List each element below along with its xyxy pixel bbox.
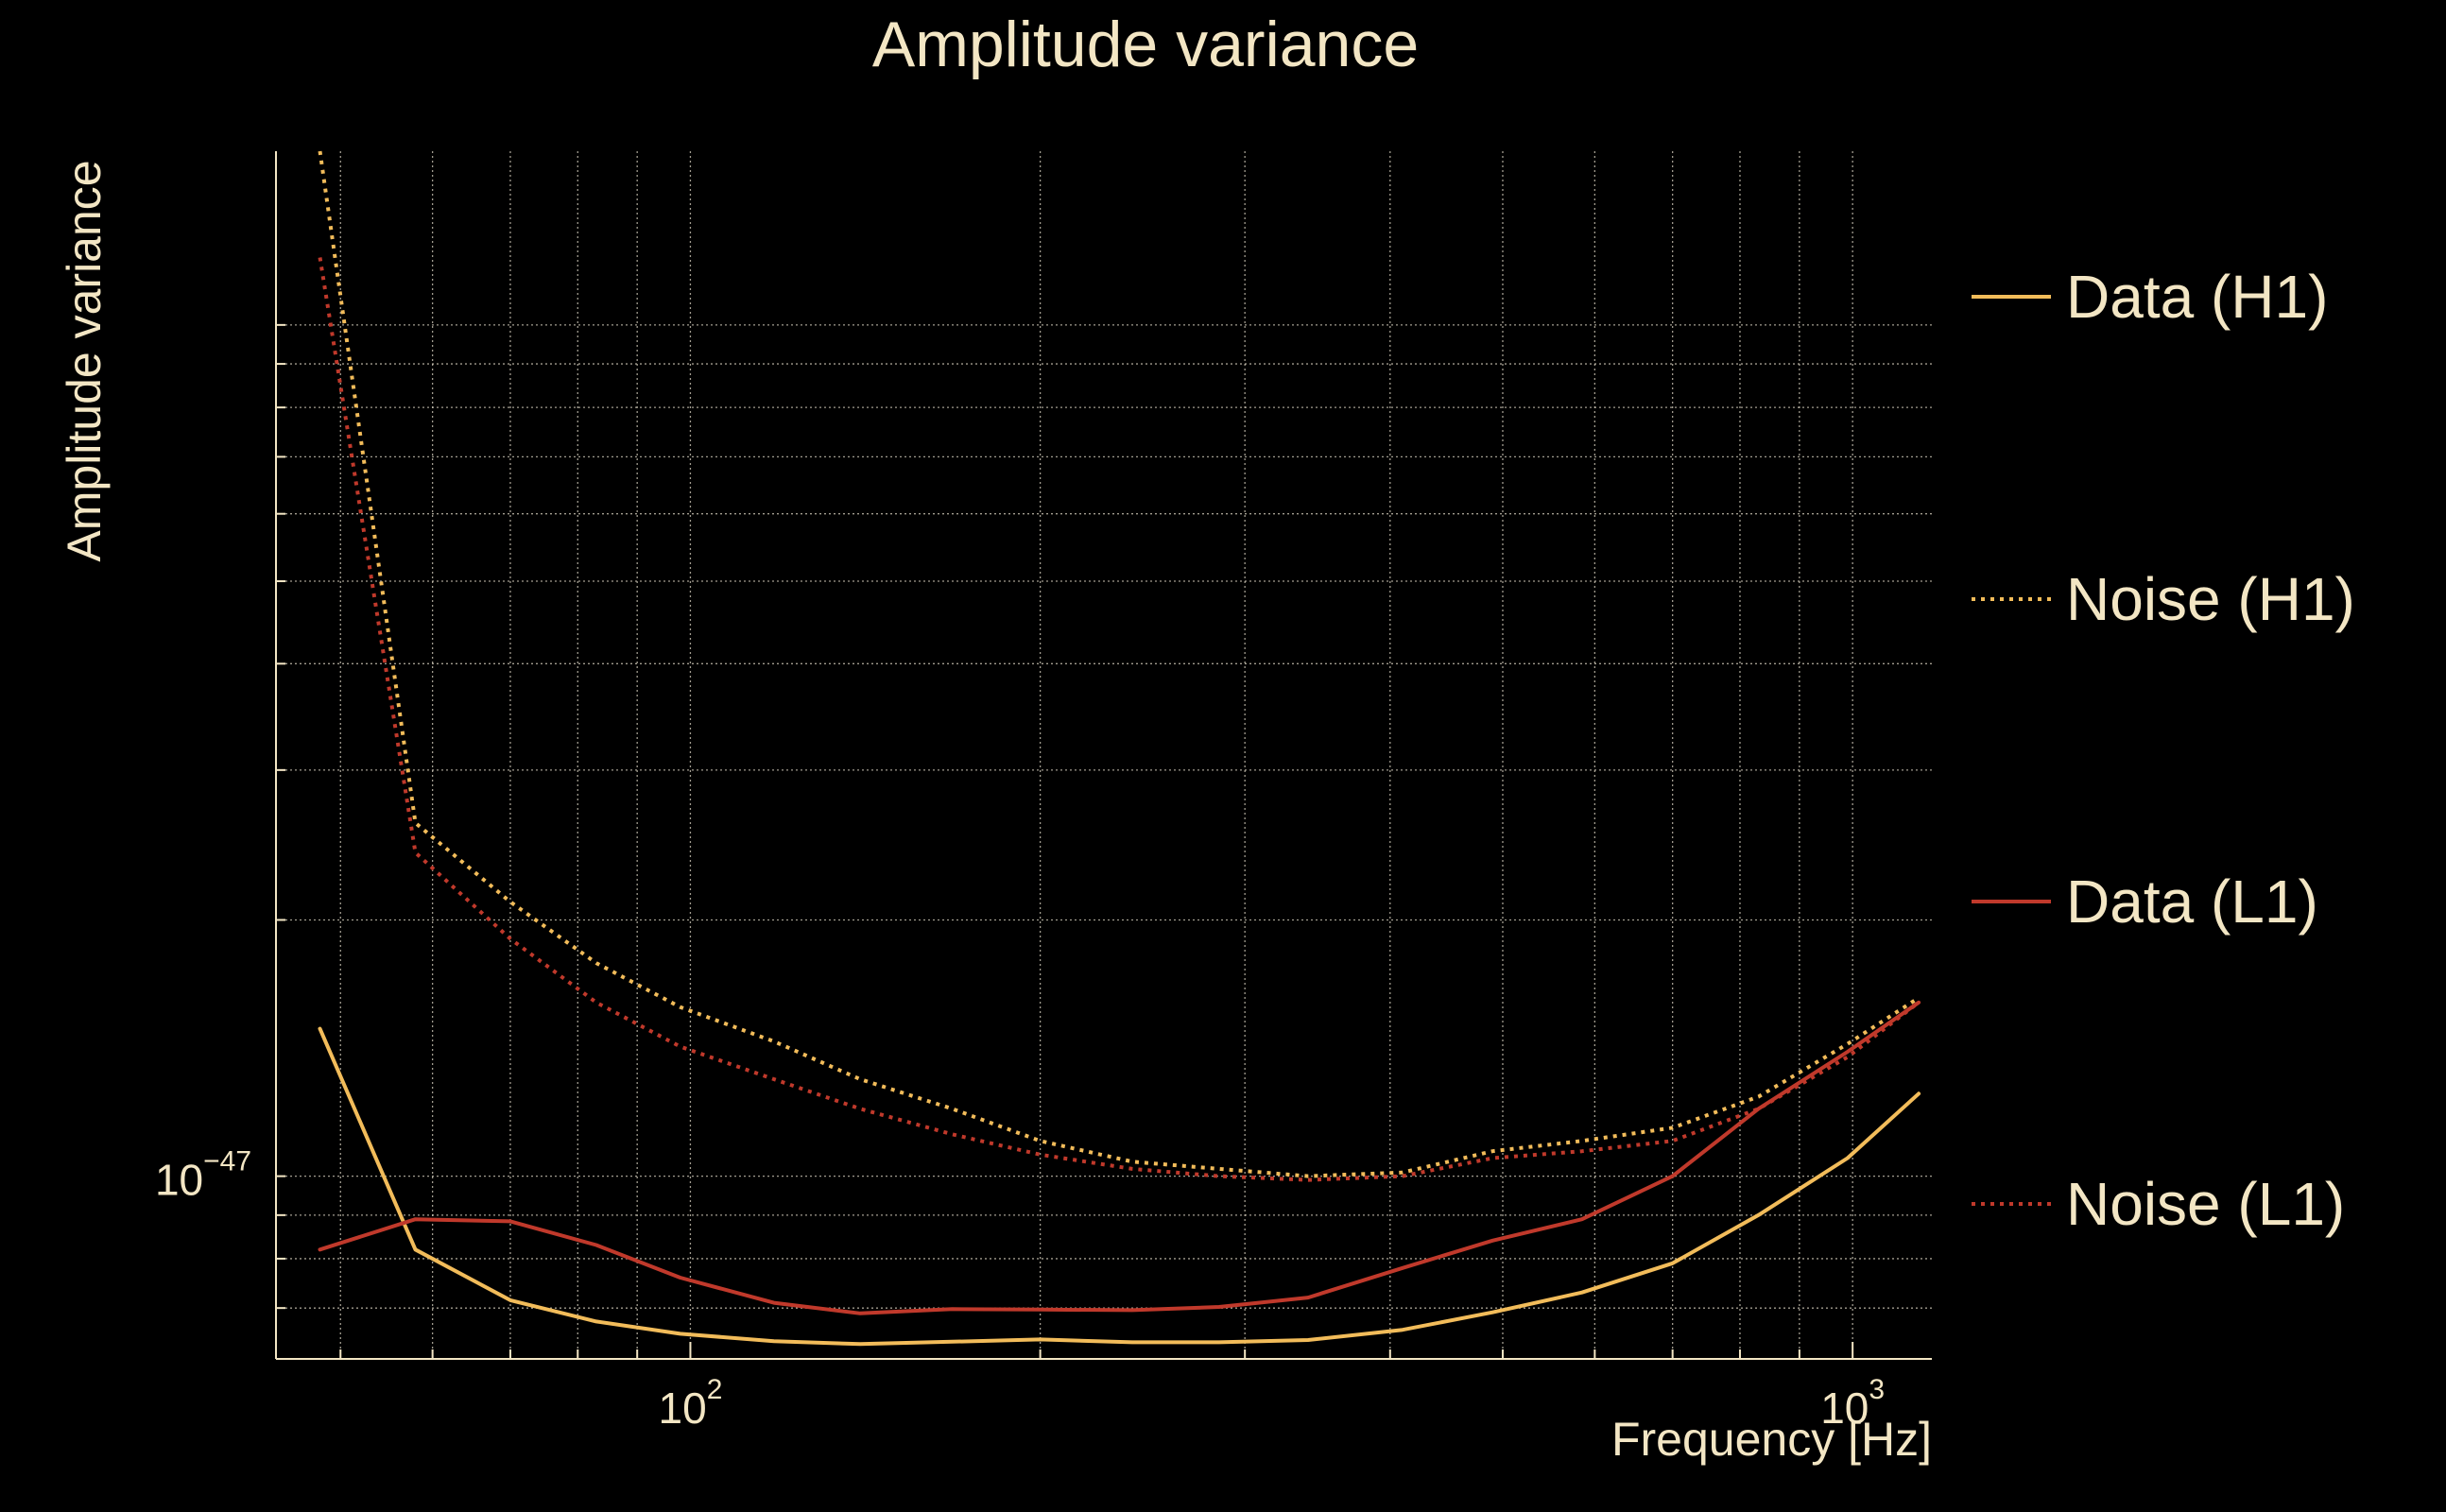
- series-line-data-l1: [318, 1000, 1921, 1315]
- series-line-noise-l1: [318, 257, 1921, 1182]
- grid-lines: [276, 151, 1932, 1359]
- x-axis-label: Frequency [Hz]: [1611, 1413, 1932, 1466]
- chart-title: Amplitude variance: [872, 9, 1419, 80]
- legend-label-noise-l1: Noise (L1): [2066, 1170, 2345, 1238]
- axes: [275, 151, 1932, 1360]
- y-axis-label: Amplitude variance: [58, 160, 111, 561]
- y-tick-label: 10−47: [155, 1146, 251, 1205]
- x-tick-label: 103: [1820, 1374, 1885, 1433]
- legend: Data (H1) Noise (H1) Data (L1) Noise (L1): [1972, 263, 2355, 1238]
- x-tick-label: 102: [659, 1374, 723, 1433]
- series-lines: [318, 150, 1921, 1347]
- legend-label-data-l1: Data (L1): [2066, 868, 2318, 936]
- legend-label-data-h1: Data (H1): [2066, 263, 2328, 331]
- series-line-data-h1: [318, 1026, 1921, 1347]
- series-line-noise-h1: [318, 150, 1921, 1178]
- legend-label-noise-h1: Noise (H1): [2066, 565, 2355, 633]
- tick-labels: 102 103 10−47: [155, 1146, 1885, 1433]
